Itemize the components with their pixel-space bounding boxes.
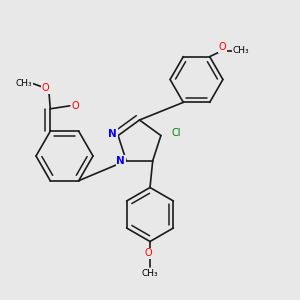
Text: O: O [72, 101, 80, 111]
Text: N: N [108, 129, 117, 139]
Text: O: O [145, 248, 152, 259]
Text: CH₃: CH₃ [142, 268, 158, 278]
Text: N: N [116, 156, 125, 166]
Text: Cl: Cl [171, 128, 181, 137]
Text: CH₃: CH₃ [16, 79, 32, 88]
Text: O: O [42, 83, 50, 93]
Text: O: O [218, 42, 226, 52]
Text: CH₃: CH₃ [233, 46, 250, 55]
